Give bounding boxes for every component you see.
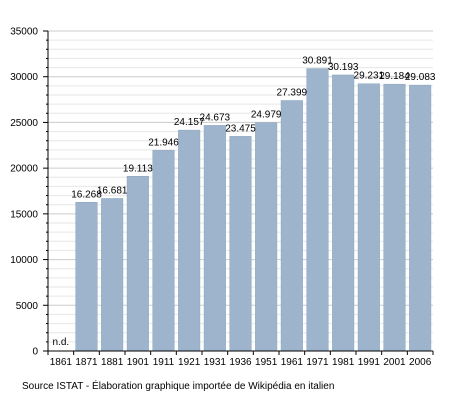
bar-2006 [409,84,432,352]
data-label-1931: 24.673 [200,112,231,123]
bar-1971 [306,68,329,352]
x-tick-labels: 1861 1871 1881 1901 1911 1921 1931 1936 1951 1961… [47,351,434,368]
y-tick-labels: 0 5000 10000 15000 20000 25000 30000 35000 [10,27,48,358]
data-label-2001: 29.184 [379,71,410,82]
data-label-1921: 24.157 [174,117,205,128]
x-tick-label-1861: 1861 [50,357,73,368]
data-label-1936: 23.475 [225,123,256,134]
data-label-1881: 16.681 [97,185,128,196]
x-tick-label-1951: 1951 [255,357,278,368]
data-label-1961: 27.399 [277,87,308,98]
bar-1936 [229,136,252,352]
x-tick-label-1921: 1921 [178,357,201,368]
x-tick-label-1991: 1991 [358,357,381,368]
x-tick-label-1936: 1936 [229,357,252,368]
bar-1981 [332,74,355,352]
bar-1991 [357,83,380,352]
y-tick-label-30000: 30000 [10,72,38,83]
y-tick-label-25000: 25000 [10,118,38,129]
x-tick-label-1971: 1971 [306,357,329,368]
bar-1871 [75,202,98,352]
bar-1961 [280,100,303,352]
y-tick-label-5000: 5000 [16,301,39,312]
data-label-2006: 29.083 [405,72,436,83]
y-tick-label-15000: 15000 [10,209,38,220]
bar-1881 [101,198,124,352]
y-tick-label-35000: 35000 [10,27,38,38]
x-tick-label-2006: 2006 [409,357,432,368]
y-tick-label-0: 0 [32,347,38,358]
y-tick-label-10000: 10000 [10,255,38,266]
axes [47,31,433,352]
x-tick-label-1931: 1931 [204,357,227,368]
x-tick-label-1871: 1871 [75,357,98,368]
source-caption: Source ISTAT - Élaboration graphique imp… [22,381,335,392]
data-label-1981: 30.193 [328,62,359,73]
bar-2001 [383,83,406,352]
x-tick-label-1961: 1961 [281,357,304,368]
x-tick-label-1881: 1881 [101,357,124,368]
bar-1911 [152,150,175,352]
bar-1901 [126,176,149,352]
x-tick-label-1911: 1911 [153,357,175,368]
data-label-1911: 21.946 [148,137,179,148]
bar-1951 [255,122,278,352]
data-label-1871: 16.268 [71,189,102,200]
x-tick-label-2001: 2001 [383,357,406,368]
bar-1921 [178,129,201,352]
data-label-1971: 30.891 [302,56,333,67]
bars [75,68,432,352]
y-tick-label-20000: 20000 [10,164,38,175]
x-tick-label-1981: 1981 [332,357,355,368]
data-label-1861: n.d. [52,337,69,348]
data-label-1991: 29.231 [354,71,385,82]
data-label-1901: 19.113 [123,163,153,174]
data-label-1951: 24.979 [251,110,282,121]
x-tick-label-1901: 1901 [127,357,150,368]
bar-1931 [203,125,226,352]
